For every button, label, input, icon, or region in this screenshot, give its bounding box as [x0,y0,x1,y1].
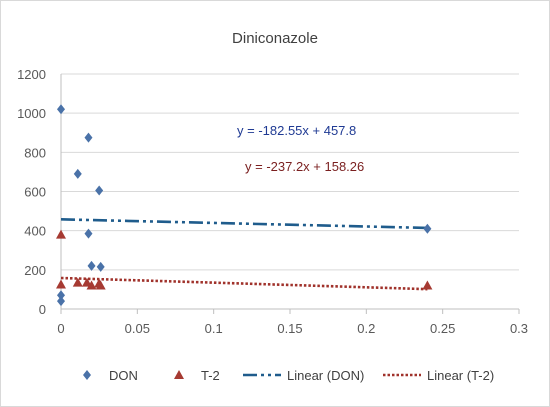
legend-marker [83,370,91,380]
data-point [73,168,82,179]
x-tick-labels: 0 0.05 0.1 0.15 0.2 0.25 0.3 [57,321,528,336]
legend-marker [174,370,184,379]
trendline [60,218,428,230]
legend-label: Linear (T-2) [427,368,494,383]
data-point [84,132,93,143]
y-tick-labels: 0 200 400 600 800 1000 1200 [17,67,46,317]
y-tick-label: 200 [24,263,46,278]
data-point [95,280,106,290]
data-point [56,279,66,289]
data-points [56,104,433,307]
y-tick-label: 600 [24,185,46,200]
legend-label: T-2 [201,368,220,383]
trendlines [60,218,428,291]
chart-title: Diniconazole [232,30,318,47]
y-tick-label: 1000 [17,106,46,121]
y-tick-label: 1200 [17,67,46,82]
data-point [422,280,433,290]
data-point [57,104,65,115]
data-point [87,260,96,271]
data-point [84,228,93,239]
y-tick-label: 400 [24,224,46,239]
x-tick-label: 0.1 [205,321,223,336]
equation-don: y = -182.55x + 457.8 [237,123,356,138]
equation-t2: y = -237.2x + 158.26 [245,159,364,174]
data-point [86,280,97,290]
legend-label: Linear (DON) [287,368,364,383]
x-tick-label: 0.3 [510,321,528,336]
gridlines [61,73,519,271]
x-tick-label: 0.05 [125,321,150,336]
x-tick-label: 0 [57,321,64,336]
data-point [95,185,104,196]
data-point [57,296,65,307]
legend-label: DON [109,368,138,383]
y-tick-label: 800 [24,145,46,160]
legend: DON T-2 Linear (DON) Linear (T-2) [83,368,494,383]
x-tick-label: 0.25 [430,321,455,336]
x-tick-label: 0.2 [357,321,375,336]
data-point [57,290,65,301]
y-tick-label: 0 [39,302,46,317]
data-point [423,223,432,234]
data-point [72,277,83,287]
data-point [96,261,105,272]
axes [60,74,520,314]
x-tick-label: 0.15 [277,321,302,336]
data-point [56,229,66,239]
trendline [60,276,428,291]
